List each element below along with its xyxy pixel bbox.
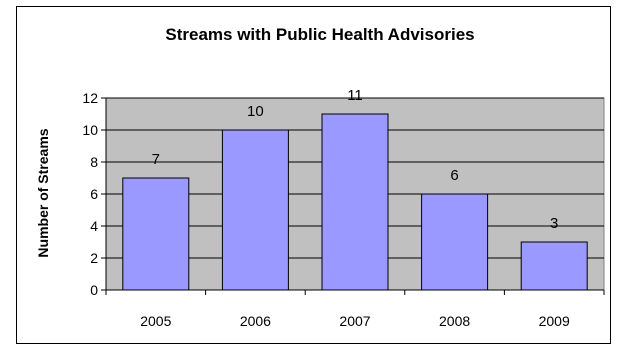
data-label: 11 bbox=[347, 87, 363, 104]
plot-area: 0 2 4 6 8 10 12 7 2005 10 2006 11 2007 6 2008 3 2009 bbox=[82, 87, 605, 329]
x-tick-label: 2007 bbox=[339, 313, 370, 329]
x-tick-label: 2008 bbox=[439, 313, 470, 329]
data-label: 3 bbox=[550, 215, 558, 232]
y-tick-label: 12 bbox=[82, 90, 98, 106]
y-tick-label: 8 bbox=[90, 154, 98, 170]
y-tick-label: 2 bbox=[90, 250, 98, 266]
data-label: 6 bbox=[450, 167, 458, 184]
bar bbox=[520, 241, 588, 291]
bar bbox=[421, 193, 489, 291]
x-tick-label: 2006 bbox=[240, 313, 271, 329]
x-tick-label: 2005 bbox=[140, 313, 171, 329]
x-tick-label: 2009 bbox=[539, 313, 570, 329]
y-tick-label: 10 bbox=[82, 122, 98, 138]
y-tick-label: 6 bbox=[90, 186, 98, 202]
chart-title: Streams with Public Health Advisories bbox=[165, 25, 474, 44]
y-axis-label: Number of Streams bbox=[35, 128, 51, 257]
data-label: 7 bbox=[152, 151, 160, 168]
bar bbox=[221, 129, 289, 291]
bar bbox=[321, 113, 389, 291]
y-tick-label: 4 bbox=[90, 218, 98, 234]
data-label: 10 bbox=[247, 103, 264, 120]
y-tick-label: 0 bbox=[90, 282, 98, 298]
bar bbox=[122, 177, 190, 291]
